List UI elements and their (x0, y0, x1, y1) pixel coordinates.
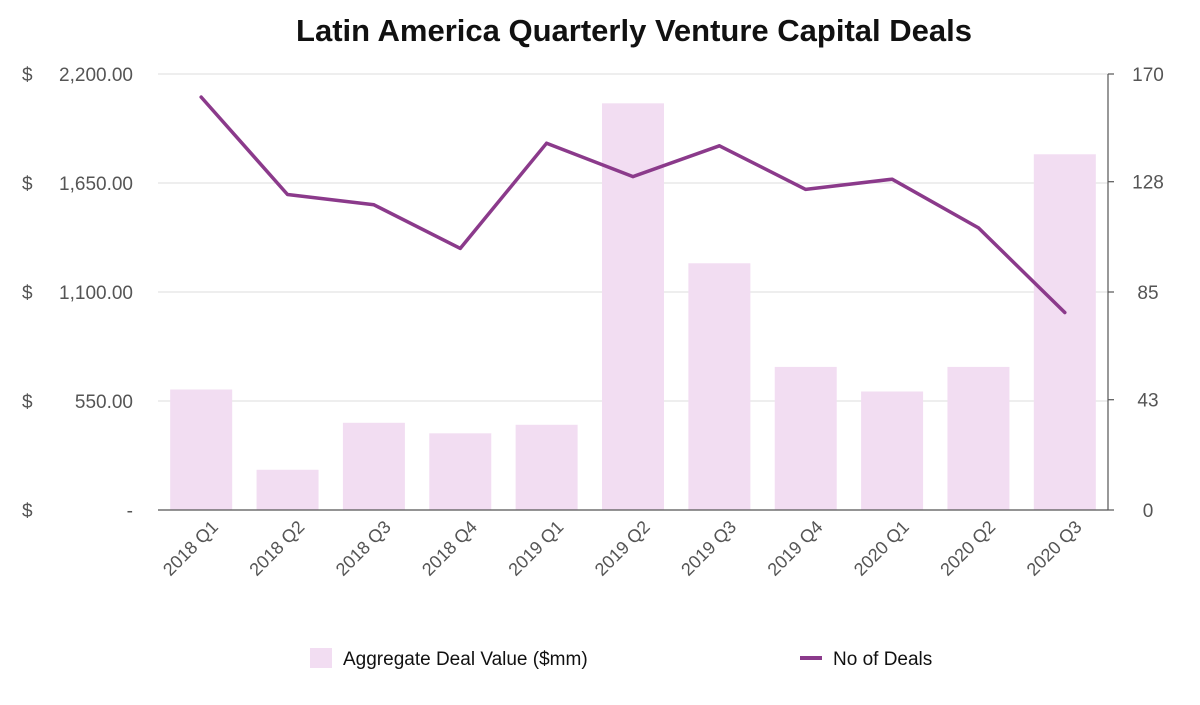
right-axis-ticks: 0 43 85 128 170 (1132, 65, 1164, 522)
left-tick-value: 1,650.00 (59, 174, 133, 195)
legend-line-label: No of Deals (833, 649, 932, 670)
deals-point-2018-q2 (286, 193, 289, 196)
deals-point-2020-q2 (977, 226, 980, 229)
deals-point-2018-q4 (459, 247, 462, 250)
deals-point-2019-q3 (718, 144, 721, 147)
x-tick-label: 2018 Q2 (245, 517, 308, 580)
left-tick-value: 2,200.00 (59, 65, 133, 86)
bar-2020-q1 (861, 391, 923, 510)
deals-point-2019-q4 (804, 188, 807, 191)
left-tick-value: 550.00 (75, 392, 133, 413)
left-tick-currency: $ (22, 65, 33, 86)
legend-bar-swatch (310, 648, 332, 668)
right-tick-label: 0 (1143, 501, 1154, 522)
bar-2019-q4 (775, 367, 837, 510)
legend-bar-label: Aggregate Deal Value ($mm) (343, 649, 588, 670)
legend: Aggregate Deal Value ($mm) No of Deals (310, 648, 932, 670)
x-tick-label: 2019 Q2 (591, 517, 654, 580)
left-tick-value: - (127, 501, 133, 522)
deals-point-2020-q1 (891, 178, 894, 181)
bar-2019-q3 (688, 263, 750, 510)
bar-2020-q3 (1034, 154, 1096, 510)
bar-2019-q2 (602, 103, 664, 510)
chart-title: Latin America Quarterly Venture Capital … (296, 13, 972, 48)
x-tick-label: 2019 Q1 (504, 517, 567, 580)
left-tick-currency: $ (22, 501, 33, 522)
left-tick-value: 1,100.00 (59, 283, 133, 304)
left-tick-currency: $ (22, 283, 33, 304)
x-tick-label: 2018 Q3 (332, 517, 395, 580)
chart-svg: Latin America Quarterly Venture Capital … (0, 0, 1200, 700)
deals-point-2020-q3 (1063, 311, 1066, 314)
left-tick-currency: $ (22, 174, 33, 195)
deals-point-2019-q1 (545, 142, 548, 145)
x-tick-label: 2018 Q1 (159, 517, 222, 580)
x-tick-label: 2020 Q2 (936, 517, 999, 580)
bar-2018-q3 (343, 423, 405, 510)
right-tick-label: 170 (1132, 65, 1164, 86)
chart: Latin America Quarterly Venture Capital … (0, 0, 1200, 700)
right-tick-label: 43 (1137, 391, 1158, 412)
left-tick-currency: $ (22, 392, 33, 413)
deals-point-2019-q2 (632, 175, 635, 178)
bar-series (170, 103, 1096, 510)
deals-point-2018-q1 (200, 96, 203, 99)
x-tick-label: 2020 Q3 (1023, 517, 1086, 580)
x-tick-label: 2020 Q1 (850, 517, 913, 580)
x-tick-label: 2018 Q4 (418, 517, 481, 580)
bar-2018-q4 (429, 433, 491, 510)
right-tick-label: 85 (1137, 283, 1158, 304)
bar-2019-q1 (516, 425, 578, 510)
right-tick-label: 128 (1132, 173, 1164, 194)
left-axis-ticks: $ - $ 550.00 $ 1,100.00 $ 1,650.00 $ 2,200.00 (22, 65, 133, 522)
bar-2018-q2 (257, 470, 319, 510)
bar-2020-q2 (947, 367, 1009, 510)
x-axis-labels: 2018 Q1 2018 Q2 2018 Q3 2018 Q4 2019 Q1 2019 … (159, 517, 1086, 580)
deals-point-2018-q3 (372, 203, 375, 206)
bar-2018-q1 (170, 390, 232, 510)
x-tick-label: 2019 Q3 (677, 517, 740, 580)
x-tick-label: 2019 Q4 (764, 517, 827, 580)
